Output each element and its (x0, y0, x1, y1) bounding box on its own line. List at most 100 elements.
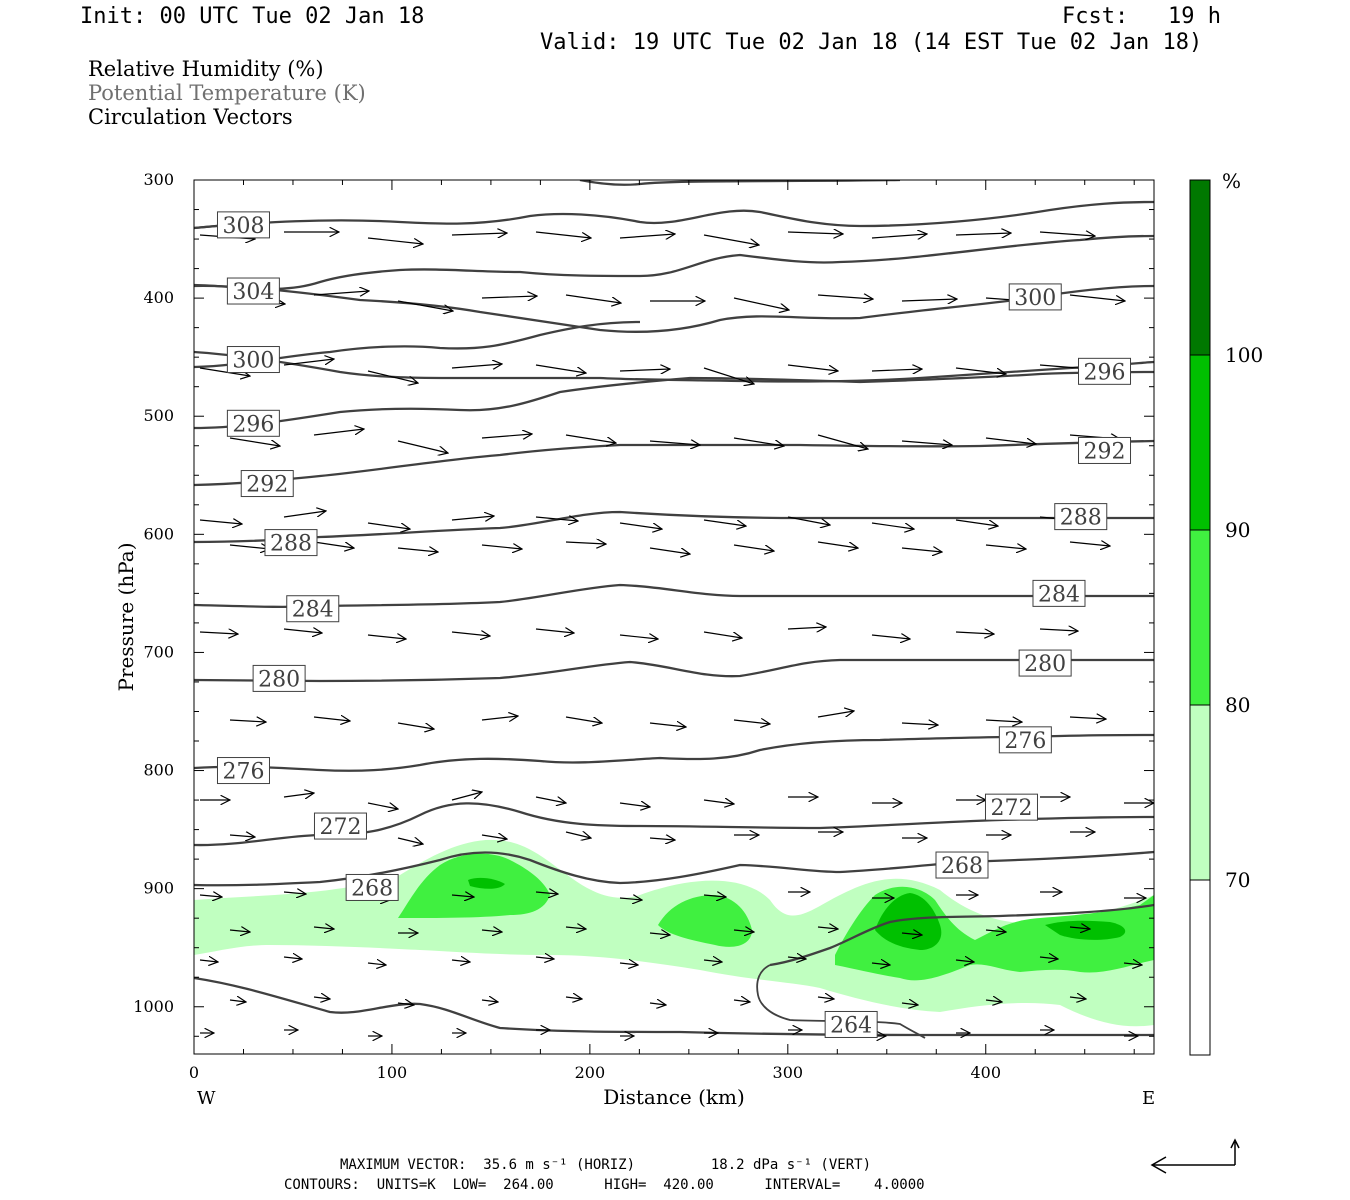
vector-arrow (229, 720, 266, 722)
x-end-right: E (1142, 1088, 1155, 1109)
vector-arrow (1069, 717, 1106, 719)
vector-arrow (397, 548, 438, 552)
vector-arrow (901, 548, 942, 552)
vector-arrow (649, 441, 700, 445)
field-vectors: Circulation Vectors (88, 105, 293, 129)
vector-arrow (367, 370, 418, 383)
vector-arrow (703, 960, 722, 962)
y-tick-label: 300 (143, 170, 174, 189)
theta-label-box (1054, 503, 1108, 531)
vector-arrow (367, 803, 398, 809)
theta-label: 304 (232, 280, 274, 305)
vector-arrow (565, 716, 602, 723)
vector-arrow (733, 544, 774, 551)
vector-arrow (985, 930, 1006, 932)
vector-arrow (817, 711, 854, 718)
vector-arrow (619, 234, 675, 238)
theta-label: 272 (990, 796, 1032, 821)
vector-arrow (871, 963, 890, 965)
theta-label: 284 (1038, 582, 1080, 607)
theta-label: 268 (941, 854, 983, 879)
theta-label-box (252, 664, 306, 692)
x-end-left: W (197, 1088, 216, 1109)
theta-label: 288 (270, 532, 312, 557)
vector-arrow (367, 635, 406, 639)
vector-arrow (955, 233, 1011, 235)
vector-arrow (1039, 629, 1078, 631)
forecast-hour: Fcst: 19 h (1062, 4, 1221, 29)
vector-arrow (565, 294, 621, 303)
vector-arrow (481, 716, 518, 720)
vector-arrow (229, 930, 250, 932)
vector-arrow (451, 792, 482, 801)
vector-arrow (283, 793, 314, 797)
vector-arrow (703, 631, 742, 638)
x-tick-label: 300 (773, 1063, 804, 1082)
vector-arrow (481, 930, 502, 932)
vector-arrow (451, 364, 502, 368)
colorbar-label-80: 80 (1225, 693, 1250, 717)
x-tick-label: 0 (189, 1063, 199, 1082)
vector-arrow (955, 367, 1006, 374)
vector-arrow (649, 723, 686, 727)
vector-arrow (649, 1003, 666, 1005)
plot-frame (193, 179, 1155, 1055)
vector-arrow (313, 997, 330, 999)
vector-arrow (817, 295, 873, 299)
theta-label-box (286, 595, 340, 623)
vector-arrow (535, 629, 574, 633)
vector-arrow (871, 234, 927, 238)
theta-label: 284 (292, 598, 334, 623)
vector-arrow (367, 237, 423, 244)
vector-arrow (817, 541, 858, 548)
theta-label-box (216, 211, 270, 239)
vector-arrow (397, 722, 434, 729)
theta-label: 296 (1084, 360, 1126, 385)
vector-arrow (199, 632, 238, 634)
vector-arrow (901, 441, 952, 445)
colorbar-segment-under-70 (1189, 879, 1211, 1056)
rh-shading (194, 839, 1154, 1027)
vector-arrow (397, 440, 448, 453)
vector-arrow (367, 963, 386, 965)
theta-label-box (216, 757, 270, 785)
theta-label-box (935, 851, 989, 879)
vector-arrow (229, 835, 255, 837)
vector-arrow (787, 232, 843, 234)
vector-arrow (703, 234, 759, 245)
vector-arrow (313, 541, 354, 548)
vector-arrow (199, 895, 222, 897)
vector-arrow (733, 437, 784, 446)
vector-arrow (787, 364, 838, 371)
vector-arrow (649, 838, 675, 840)
colorbar-segment-80 (1189, 529, 1211, 706)
theta-label-box (1032, 579, 1086, 607)
vector-arrow (397, 838, 423, 844)
theta-label-box (1018, 649, 1072, 677)
vector-arrow (229, 1000, 246, 1002)
init-time: Init: 00 UTC Tue 02 Jan 18 (80, 4, 425, 29)
vector-arrow (481, 296, 537, 298)
vector-arrow (985, 720, 1022, 722)
vector-arrow (787, 627, 826, 629)
vector-arrow (733, 297, 789, 310)
vector-arrow (703, 519, 746, 526)
field-theta: Potential Temperature (K) (88, 81, 366, 105)
theta-label-box (226, 346, 280, 374)
vector-arrow (985, 437, 1036, 444)
vector-arrow (901, 1003, 918, 1005)
vector-arrow (733, 720, 770, 724)
vector-arrow (703, 800, 734, 804)
vector-arrow (619, 635, 658, 639)
theta-label: 276 (1004, 729, 1046, 754)
theta-label-box (226, 409, 280, 437)
vector-arrow (649, 933, 670, 935)
theta-label: 276 (222, 760, 264, 785)
vector-arrow (985, 1000, 1002, 1002)
vector-arrow (1069, 997, 1086, 999)
vector-arrow (985, 545, 1026, 549)
x-tick-label: 100 (377, 1063, 408, 1082)
vector-arrow (283, 629, 322, 633)
rh-90-region-1 (468, 877, 505, 889)
x-tick-label: 400 (970, 1063, 1001, 1082)
